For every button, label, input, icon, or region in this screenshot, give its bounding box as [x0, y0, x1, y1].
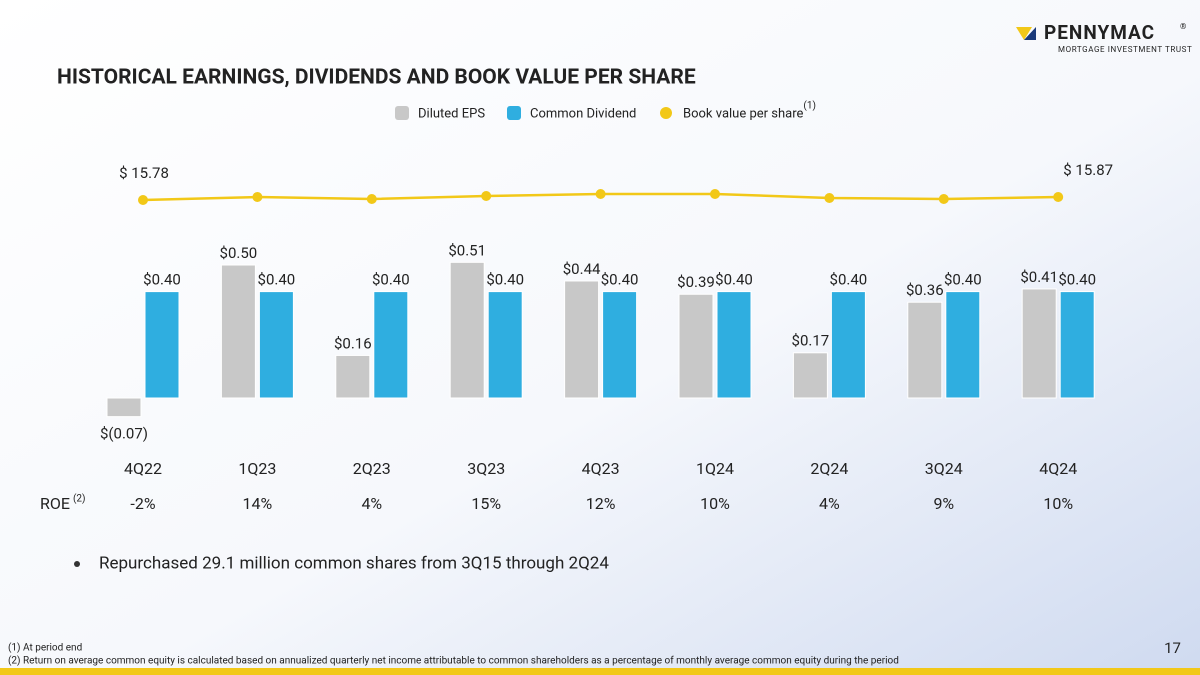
- footnote: (1) At period end: [8, 642, 82, 654]
- bar: [449, 261, 485, 399]
- x-tick-label: 2Q23: [353, 459, 391, 478]
- bar: [602, 291, 638, 399]
- data-label: $0.40: [372, 271, 410, 289]
- data-label: $0.36: [906, 281, 944, 299]
- data-label: $0.40: [715, 271, 753, 289]
- roe-label: ROE: [40, 494, 70, 513]
- legend-label: Book value per share: [683, 106, 804, 121]
- bar: [373, 291, 409, 399]
- legend-marker: [507, 106, 521, 120]
- data-label: $0.39: [677, 273, 715, 291]
- logo-mark: [1024, 27, 1036, 40]
- legend: Diluted EPS Common Dividend Book value per…: [395, 100, 816, 121]
- bar: [106, 397, 142, 418]
- bar: [792, 352, 828, 399]
- bar: [487, 291, 523, 399]
- data-label: $0.40: [258, 271, 296, 289]
- logo-name: PENNYMAC: [1044, 21, 1155, 44]
- line-point: [824, 193, 835, 203]
- x-tick-label: 3Q23: [467, 459, 505, 478]
- bar: [945, 291, 981, 399]
- data-label: $ 15.78: [119, 164, 169, 182]
- legend-note: (1): [803, 100, 816, 112]
- legend-label: Common Dividend: [530, 106, 636, 121]
- bullet-dot: [74, 561, 80, 567]
- data-label: $(0.07): [100, 425, 148, 443]
- bar: [830, 291, 866, 399]
- bar: [907, 301, 943, 399]
- roe-value: 12%: [586, 494, 616, 513]
- data-label: $0.40: [601, 271, 639, 289]
- footnote: (2) Return on average common equity is c…: [8, 655, 899, 667]
- roe-note: (2): [73, 493, 86, 505]
- data-label: $0.17: [792, 332, 830, 350]
- x-tick-label: 4Q24: [1039, 459, 1077, 478]
- bar: [1059, 291, 1095, 399]
- data-label: $0.40: [944, 271, 982, 289]
- page-number: 17: [1164, 639, 1181, 657]
- line-point: [938, 194, 949, 204]
- logo-registered: ®: [1180, 22, 1186, 31]
- line-point: [710, 189, 720, 199]
- line-point: [595, 189, 606, 199]
- line-point: [138, 195, 148, 205]
- data-label: $0.41: [1020, 268, 1058, 286]
- data-label: $0.16: [334, 334, 372, 352]
- data-label: $0.40: [486, 271, 524, 289]
- legend-label: Diluted EPS: [418, 106, 485, 121]
- roe-value: 14%: [243, 494, 273, 513]
- line-point: [481, 191, 492, 201]
- bar: [258, 291, 294, 399]
- roe-value: 15%: [471, 494, 501, 513]
- legend-marker: [395, 106, 409, 120]
- x-tick-label: 2Q24: [810, 459, 848, 478]
- x-tick-label: 1Q23: [238, 459, 276, 478]
- legend-marker: [660, 107, 672, 119]
- x-tick-label: 4Q22: [124, 459, 162, 478]
- data-label: $0.44: [563, 260, 601, 278]
- x-tick-label: 3Q24: [925, 459, 963, 478]
- logo-mark: [1016, 27, 1032, 40]
- roe-value: 10%: [700, 494, 730, 513]
- line-point: [252, 192, 263, 202]
- bar: [220, 264, 256, 399]
- data-label: $0.50: [220, 244, 258, 262]
- bar: [1021, 288, 1057, 399]
- data-label: $ 15.87: [1063, 161, 1113, 179]
- bar: [144, 291, 180, 399]
- roe-value: 4%: [361, 494, 382, 513]
- logo-tagline: MORTGAGE INVESTMENT TRUST: [1058, 45, 1192, 54]
- roe-value: 9%: [933, 494, 954, 513]
- data-label: $0.40: [830, 271, 868, 289]
- x-tick-label: 1Q24: [696, 459, 734, 478]
- plot: 4Q22 -2% 1Q23 14% 2Q23 4% 3Q23 15% 4Q23 12% 1Q24 10…: [100, 161, 1113, 513]
- bottom-stripe: [0, 668, 1200, 675]
- data-label: $0.40: [143, 271, 181, 289]
- roe-value: 4%: [819, 494, 840, 513]
- logo: PENNYMAC ® MORTGAGE INVESTMENT TRUST: [1016, 21, 1192, 54]
- data-label: $0.40: [1058, 271, 1096, 289]
- line-point: [366, 194, 377, 204]
- bar: [564, 280, 600, 399]
- bar: [335, 354, 371, 399]
- roe-value: 10%: [1043, 494, 1073, 513]
- line-point: [1053, 192, 1064, 202]
- x-tick-label: 4Q23: [582, 459, 620, 478]
- bar: [678, 293, 714, 399]
- bar: [716, 291, 752, 399]
- data-label: $0.51: [448, 241, 486, 259]
- roe-value: -2%: [130, 494, 155, 513]
- chart-title: HISTORICAL EARNINGS, DIVIDENDS AND BOOK …: [57, 66, 696, 90]
- bullet: Repurchased 29.1 million common shares f…: [99, 553, 609, 573]
